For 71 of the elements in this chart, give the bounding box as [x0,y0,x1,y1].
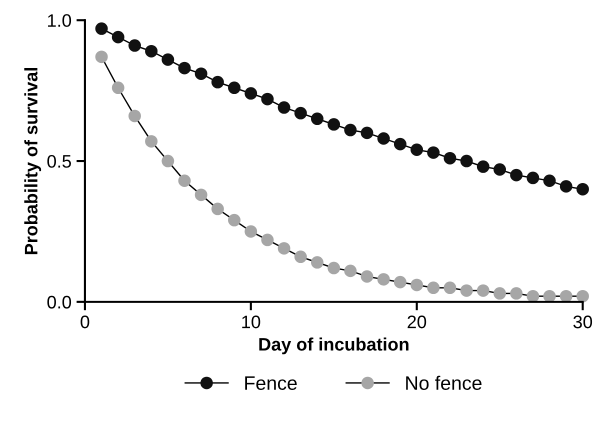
point [328,262,340,274]
point [211,202,224,216]
point [460,284,473,297]
point [112,30,124,44]
point [344,264,357,278]
point [444,282,456,294]
point [162,53,174,66]
point [344,124,357,136]
point [194,188,208,202]
point [328,118,340,131]
point [244,225,258,238]
point [244,87,258,100]
point [510,168,523,182]
legend-label: Fence [245,376,297,390]
x-axis-title: Day of incubation [259,337,408,354]
point [145,44,158,58]
point [294,106,307,120]
point [228,214,241,226]
point [228,82,241,94]
point [194,67,208,80]
point [394,138,406,150]
point [377,132,390,145]
point [128,110,141,122]
point [145,135,158,148]
point [112,82,124,94]
point [278,101,290,114]
point [178,174,191,187]
point [427,146,440,159]
x-tick-label: 30 [573,316,592,328]
y-tick-label: 0.0 [47,296,72,309]
point [377,273,390,286]
point [95,22,108,35]
legend-label: No fence [406,376,482,390]
point [460,154,473,168]
point [543,290,556,302]
point [360,270,374,283]
point [261,92,274,106]
point [410,278,424,292]
y-tick-label: 0.5 [47,154,71,168]
point [310,112,324,126]
point [476,160,490,173]
point [444,152,456,164]
point [494,287,506,300]
point [510,287,523,300]
point [394,276,406,288]
point [476,284,490,297]
point [494,163,506,176]
x-tick-label: 0 [80,316,90,328]
y-tick-label: 1.0 [48,14,72,27]
point [427,282,440,294]
point [211,76,224,88]
point [178,62,191,74]
point [410,144,424,156]
point [360,126,374,140]
point [261,234,274,246]
point [128,39,141,52]
point [526,172,540,184]
point [162,154,174,168]
point [543,174,556,187]
point [560,290,572,302]
point [310,256,324,269]
x-tick-label: 10 [242,316,260,328]
point [526,290,540,302]
y-axis-title: Probability of survival [24,68,42,254]
point [95,50,108,64]
point [576,182,589,196]
point [560,180,572,193]
point [278,242,290,255]
point [294,250,307,264]
point [576,290,589,302]
x-tick-label: 20 [408,316,426,328]
